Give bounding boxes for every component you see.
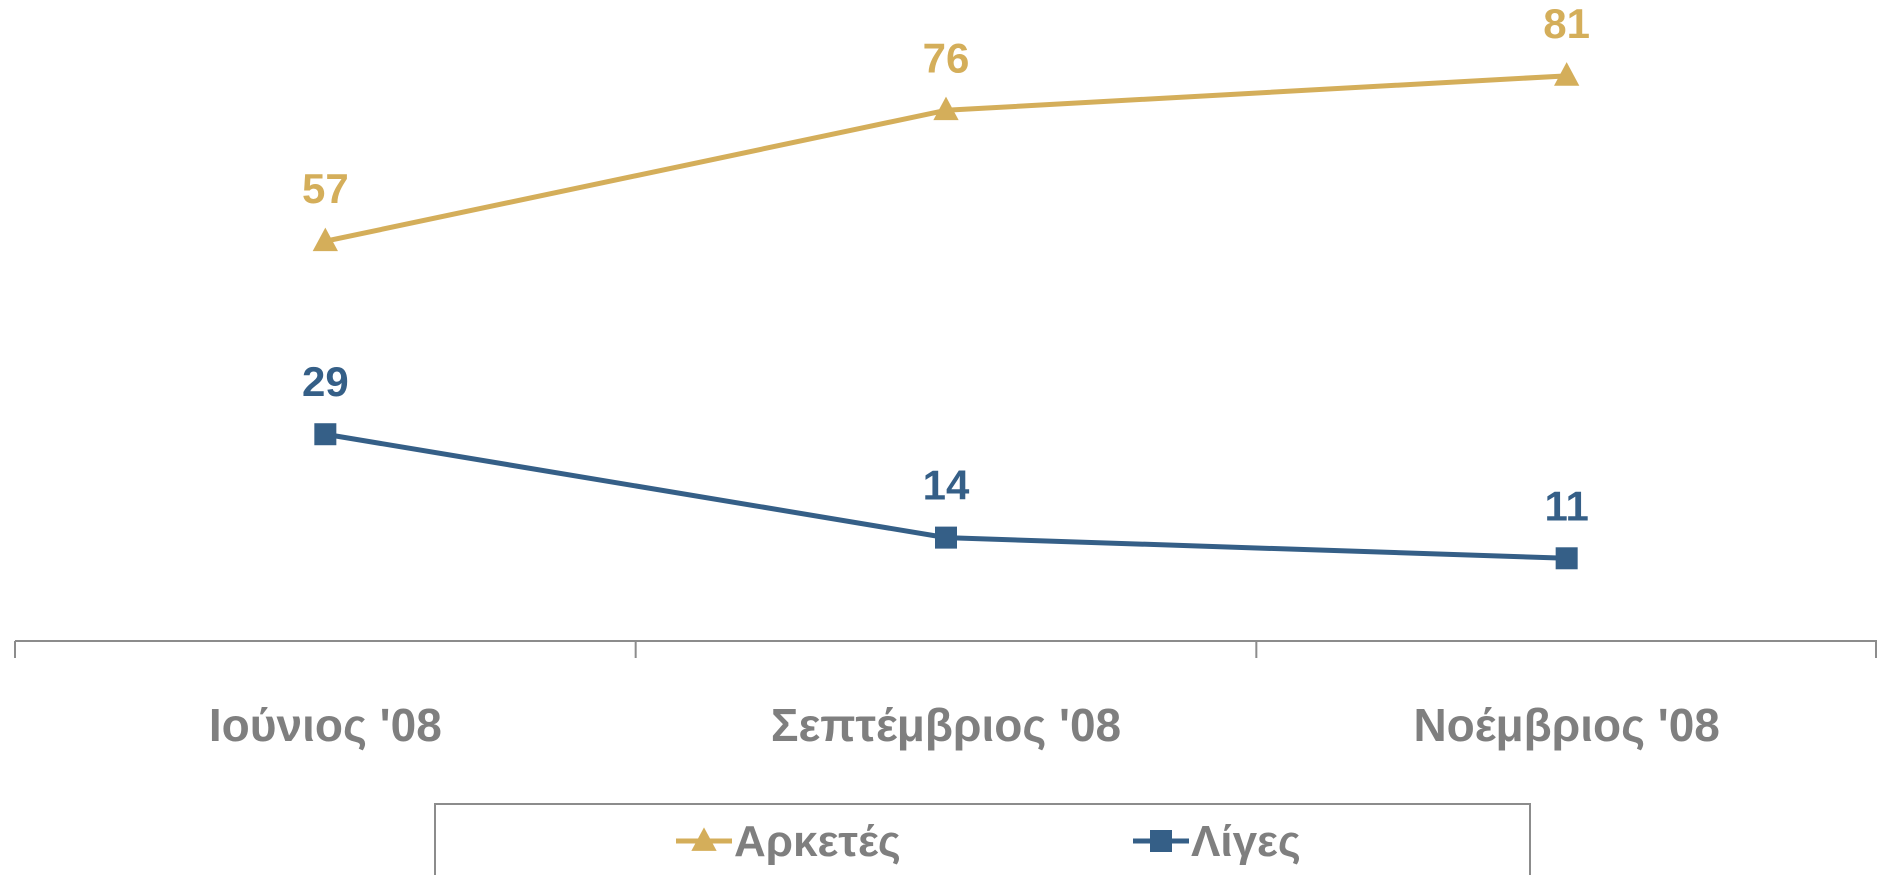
legend-marker-αρκετές <box>691 827 717 851</box>
legend-label-αρκετές: Αρκετές <box>734 817 901 866</box>
legend-item-λίγες: Λίγες <box>1133 817 1301 866</box>
data-point-λίγες <box>935 526 957 549</box>
data-point-αρκετές <box>933 96 959 121</box>
legend-label-λίγες: Λίγες <box>1191 817 1301 866</box>
legend: Αρκετές Λίγες <box>434 803 1531 875</box>
data-label-αρκετές: 76 <box>923 34 970 81</box>
data-point-αρκετές <box>312 227 338 252</box>
legend-box <box>434 803 1531 875</box>
series-markers <box>312 62 1580 570</box>
data-labels: 57 76 81 29 14 11 <box>302 0 1590 529</box>
legend-marker-λίγες <box>1150 830 1172 852</box>
data-label-λίγες: 29 <box>302 358 349 405</box>
data-label-λίγες: 11 <box>1544 482 1588 529</box>
x-axis <box>14 640 1877 658</box>
data-point-λίγες <box>1555 547 1578 570</box>
data-point-αρκετές <box>1554 62 1580 86</box>
x-tick-labels: Ιούνιος '08 Σεπτέμβριος '08 Νοέμβριος '08 <box>209 699 1720 751</box>
data-label-αρκετές: 57 <box>302 165 349 212</box>
data-label-αρκετές: 81 <box>1543 0 1590 47</box>
x-tick-label: Νοέμβριος '08 <box>1413 699 1719 751</box>
data-label-λίγες: 14 <box>923 462 970 509</box>
legend-item-αρκετές: Αρκετές <box>676 817 901 866</box>
x-tick-label: Σεπτέμβριος '08 <box>771 699 1121 751</box>
data-point-λίγες <box>314 423 337 446</box>
x-tick-label: Ιούνιος '08 <box>209 699 442 751</box>
